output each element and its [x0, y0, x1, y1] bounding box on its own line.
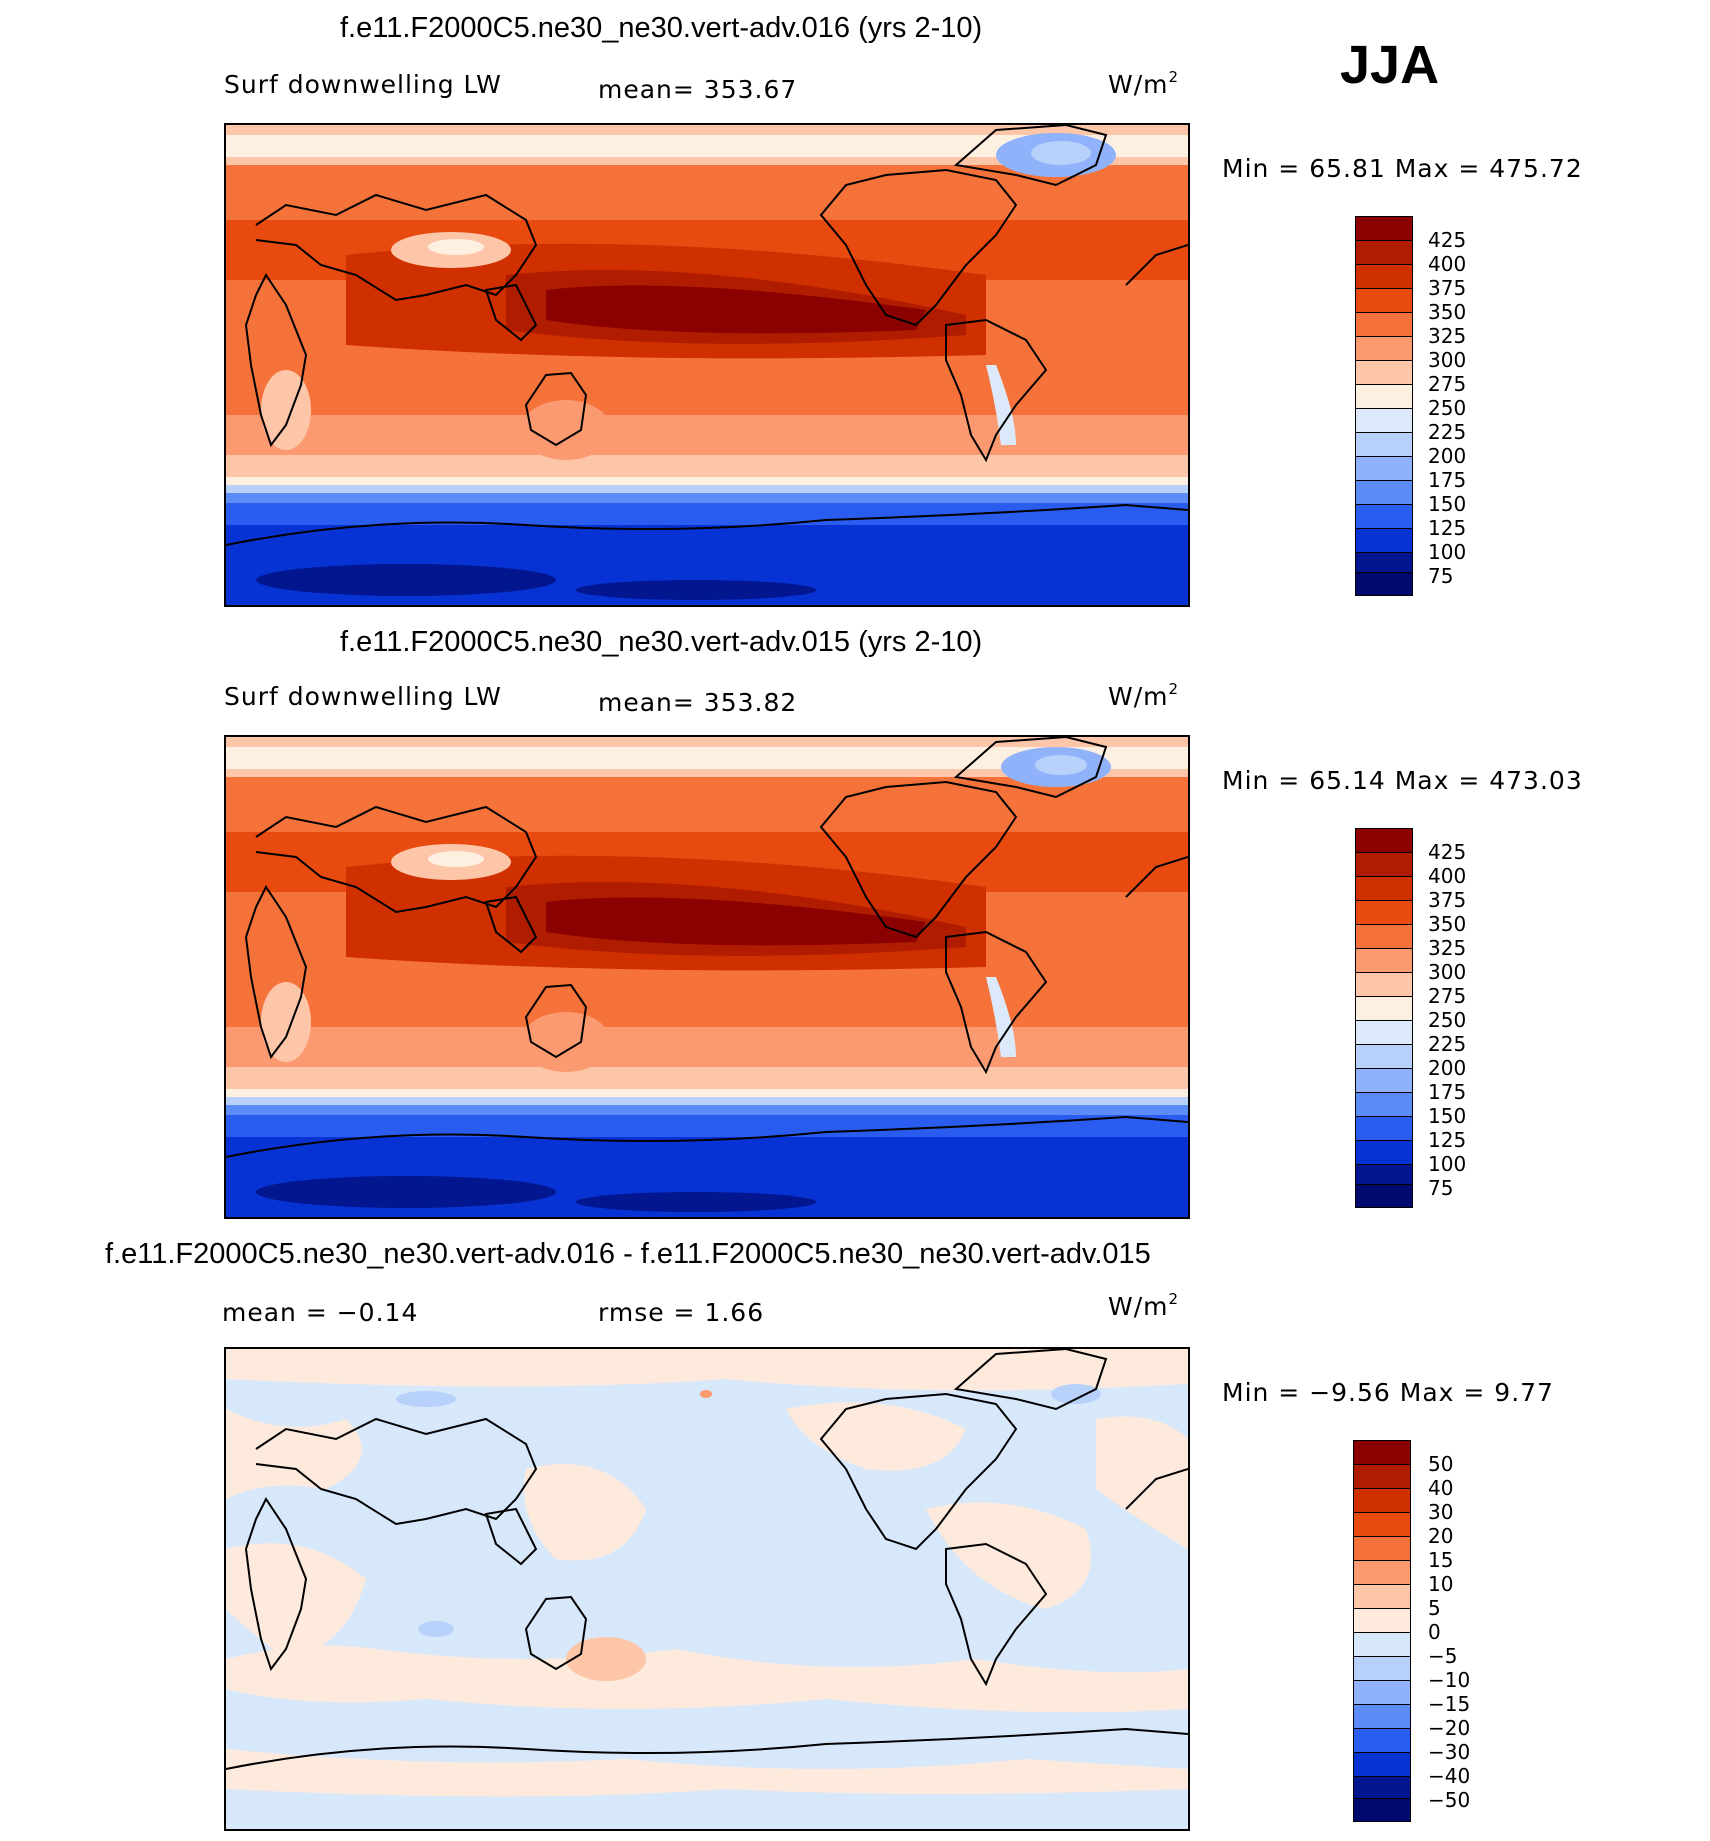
colorbar-tick-label: 175 [1428, 468, 1467, 492]
colorbar-tick-label: 125 [1428, 516, 1467, 540]
colorbar-tick-label: −5 [1428, 1644, 1458, 1668]
panel-3-colorbar [1353, 1440, 1411, 1822]
colorbar-tick-label: 325 [1428, 936, 1467, 960]
panel-3-rmse-label: rmse = 1.66 [598, 1298, 765, 1327]
panel-2-minmax: Min = 65.14 Max = 473.03 [1222, 766, 1583, 795]
colorbar-tick-label: 325 [1428, 324, 1467, 348]
colorbar-tick-label: 275 [1428, 372, 1467, 396]
colorbar-tick-label: 125 [1428, 1128, 1467, 1152]
colorbar-tick-label: 225 [1428, 1032, 1467, 1056]
panel-1-map [224, 123, 1190, 607]
colorbar-tick-label: 5 [1428, 1596, 1441, 1620]
panel-3-minmax: Min = −9.56 Max = 9.77 [1222, 1378, 1554, 1407]
colorbar-tick-label: 425 [1428, 228, 1467, 252]
colorbar-tick-label: 0 [1428, 1620, 1441, 1644]
colorbar-tick-label: 15 [1428, 1548, 1454, 1572]
colorbar-tick-label: 350 [1428, 912, 1467, 936]
panel-2-units: W/m2 [1108, 680, 1180, 711]
colorbar-tick-label: 75 [1428, 564, 1454, 588]
colorbar-tick-label: 300 [1428, 960, 1467, 984]
colorbar-tick-label: 400 [1428, 252, 1467, 276]
panel-2-variable-label: Surf downwelling LW [224, 682, 502, 711]
panel-2-colorbar [1355, 828, 1413, 1208]
colorbar-tick-label: −30 [1428, 1740, 1471, 1764]
panel-1-title: f.e11.F2000C5.ne30_ne30.vert-adv.016 (yr… [340, 12, 983, 44]
panel-3-units: W/m2 [1108, 1290, 1180, 1321]
panel-2-map [224, 735, 1190, 1219]
colorbar-tick-label: 150 [1428, 492, 1467, 516]
colorbar-tick-label: 200 [1428, 1056, 1467, 1080]
panel-2-mean-label: mean= 353.82 [598, 688, 798, 717]
colorbar-tick-label: −10 [1428, 1668, 1471, 1692]
colorbar-tick-label: 20 [1428, 1524, 1454, 1548]
colorbar-tick-label: 225 [1428, 420, 1467, 444]
colorbar-tick-label: 275 [1428, 984, 1467, 1008]
colorbar-tick-label: −20 [1428, 1716, 1471, 1740]
colorbar-tick-label: 175 [1428, 1080, 1467, 1104]
panel-1-map-field [226, 125, 1188, 605]
panel-1-variable-label: Surf downwelling LW [224, 70, 502, 99]
season-label: JJA [1340, 35, 1440, 95]
colorbar-tick-label: 100 [1428, 1152, 1467, 1176]
panel-3-mean-label: mean = −0.14 [222, 1298, 419, 1327]
colorbar-tick-label: 75 [1428, 1176, 1454, 1200]
colorbar-tick-label: 300 [1428, 348, 1467, 372]
panel-1-minmax: Min = 65.81 Max = 475.72 [1222, 154, 1583, 183]
colorbar-tick-label: 250 [1428, 1008, 1467, 1032]
panel-1-colorbar [1355, 216, 1413, 596]
panel-1-mean-label: mean= 353.67 [598, 75, 798, 104]
colorbar-tick-label: 100 [1428, 540, 1467, 564]
colorbar-tick-label: 10 [1428, 1572, 1454, 1596]
panel-2-map-field [226, 737, 1188, 1217]
colorbar-tick-label: 425 [1428, 840, 1467, 864]
colorbar-tick-label: 200 [1428, 444, 1467, 468]
colorbar-tick-label: 375 [1428, 888, 1467, 912]
colorbar-tick-label: 40 [1428, 1476, 1454, 1500]
colorbar-tick-label: 400 [1428, 864, 1467, 888]
colorbar-tick-label: 250 [1428, 396, 1467, 420]
panel-3-map [224, 1347, 1190, 1831]
colorbar-tick-label: 50 [1428, 1452, 1454, 1476]
panel-1-units: W/m2 [1108, 68, 1180, 99]
colorbar-tick-label: −50 [1428, 1788, 1471, 1812]
panel-3-map-field [226, 1349, 1188, 1829]
colorbar-tick-label: 375 [1428, 276, 1467, 300]
colorbar-tick-label: −40 [1428, 1764, 1471, 1788]
colorbar-tick-label: 350 [1428, 300, 1467, 324]
colorbar-tick-label: 150 [1428, 1104, 1467, 1128]
colorbar-tick-label: 30 [1428, 1500, 1454, 1524]
panel-2-title: f.e11.F2000C5.ne30_ne30.vert-adv.015 (yr… [340, 626, 983, 658]
colorbar-tick-label: −15 [1428, 1692, 1471, 1716]
panel-3-title: f.e11.F2000C5.ne30_ne30.vert-adv.016 - f… [105, 1238, 1151, 1270]
